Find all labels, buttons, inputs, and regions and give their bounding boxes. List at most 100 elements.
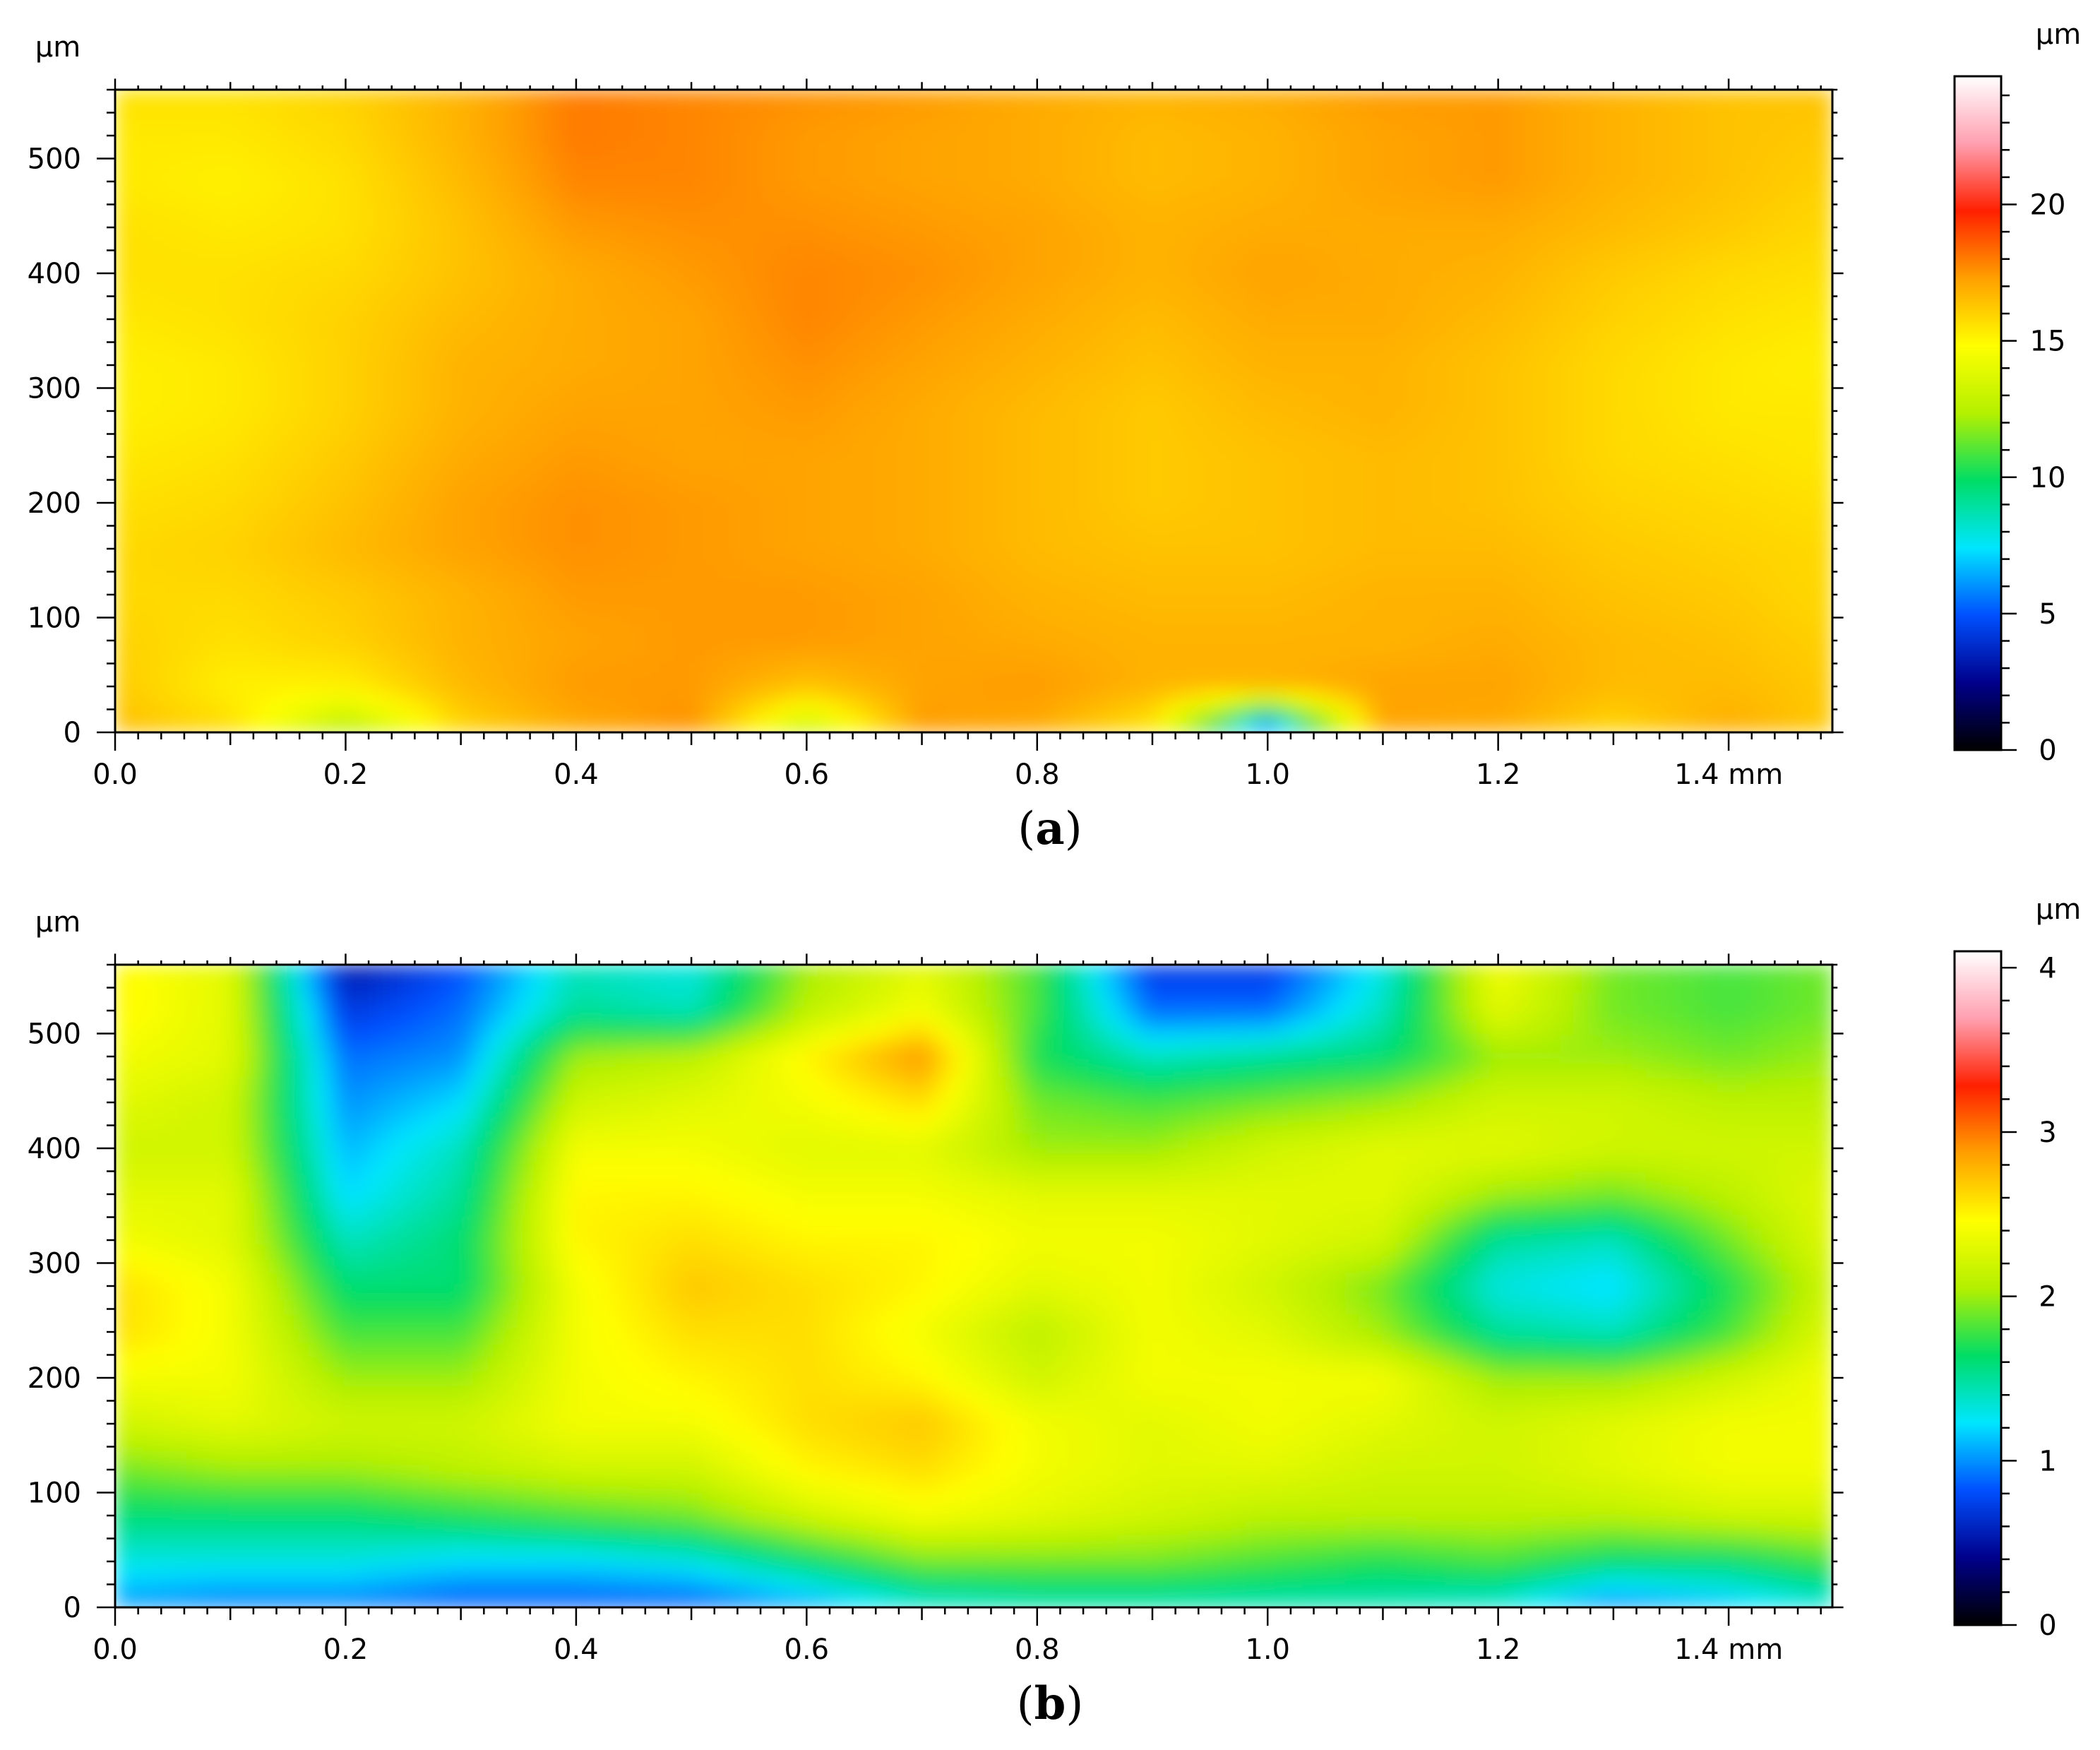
height-cell [1231, 312, 1246, 328]
height-cell [1818, 550, 1832, 566]
height-cell [1631, 592, 1647, 607]
height-cell [902, 578, 917, 593]
height-cell [873, 243, 888, 258]
height-cell [845, 243, 860, 258]
height-cell [1431, 285, 1447, 300]
height-cell [286, 690, 302, 706]
height-cell [229, 173, 244, 189]
height-cell [744, 480, 760, 496]
height-cell [973, 159, 989, 174]
height-cell [172, 299, 187, 314]
height-cell [1717, 312, 1733, 328]
height-cell [1102, 145, 1118, 160]
height-cell [729, 256, 746, 272]
height-cell [458, 355, 474, 370]
height-cell [1345, 522, 1361, 537]
height-cell [1660, 648, 1676, 663]
height-cell [1102, 662, 1118, 677]
height-cell [530, 466, 545, 482]
height-cell [1531, 648, 1547, 663]
height-cell [1231, 215, 1246, 230]
height-cell [1259, 522, 1275, 537]
height-cell [300, 620, 316, 636]
height-cell [530, 424, 545, 440]
height-cell [243, 326, 259, 342]
height-cell [143, 270, 159, 286]
height-cell [1574, 718, 1590, 732]
height-cell [959, 424, 974, 440]
height-cell [129, 201, 145, 216]
height-cell [816, 564, 831, 579]
height-cell [1001, 424, 1018, 440]
height-cell [1373, 480, 1390, 496]
height-cell [530, 410, 545, 426]
height-cell [772, 270, 789, 286]
height-cell [701, 312, 717, 328]
height-cell [458, 243, 474, 258]
height-cell [787, 326, 803, 342]
height-cell [1030, 718, 1046, 732]
height-cell [830, 186, 846, 202]
height-cell [658, 438, 674, 453]
height-cell [758, 299, 774, 314]
height-cell [1645, 201, 1661, 216]
height-cell [1588, 466, 1604, 482]
height-cell [1574, 452, 1590, 468]
height-cell [787, 438, 803, 453]
height-cell [1460, 508, 1475, 523]
height-cell [1345, 312, 1361, 328]
height-cell [658, 270, 674, 286]
height-cell [1588, 522, 1604, 537]
height-cell [172, 480, 187, 496]
height-cell [1774, 578, 1790, 593]
height-cell [1818, 676, 1832, 691]
height-cell [243, 564, 259, 579]
height-cell [400, 382, 417, 398]
height-cell [1059, 312, 1075, 328]
height-cell [115, 355, 130, 370]
height-cell [1731, 550, 1747, 566]
height-cell [1731, 326, 1747, 342]
height-cell [1373, 215, 1390, 230]
height-cell [801, 256, 817, 272]
height-cell [1445, 159, 1461, 174]
height-cell [186, 648, 202, 663]
height-cell [1531, 201, 1547, 216]
height-cell [1145, 229, 1161, 244]
height-cell [1016, 201, 1032, 216]
height-cell [1818, 326, 1832, 342]
height-cell [715, 312, 732, 328]
height-cell [1402, 201, 1418, 216]
height-cell [1631, 243, 1647, 258]
height-cell [758, 285, 774, 300]
height-cell [1245, 466, 1260, 482]
height-cell [201, 480, 216, 496]
height-cell [1445, 285, 1461, 300]
height-cell [772, 186, 789, 202]
height-cell [157, 578, 173, 593]
height-cell [1774, 633, 1790, 649]
height-cell [1130, 369, 1146, 384]
height-cell [873, 396, 888, 412]
height-cell [1445, 536, 1461, 552]
height-cell [286, 480, 302, 496]
height-cell [243, 494, 259, 510]
height-cell [1474, 690, 1490, 706]
height-cell [400, 452, 417, 468]
height-cell [1460, 369, 1475, 384]
height-cell [1588, 355, 1604, 370]
height-cell [572, 676, 588, 691]
height-cell [1345, 369, 1361, 384]
height-cell [658, 718, 674, 732]
height-cell [1159, 438, 1175, 453]
height-cell [229, 606, 244, 621]
height-cell [1531, 564, 1547, 579]
height-cell [658, 299, 674, 314]
height-cell [1174, 410, 1189, 426]
height-cell [1546, 550, 1561, 566]
height-cell [1073, 648, 1089, 663]
height-cell [1102, 703, 1118, 719]
height-cell [830, 480, 846, 496]
height-cell [1617, 186, 1633, 202]
height-cell [544, 452, 559, 468]
